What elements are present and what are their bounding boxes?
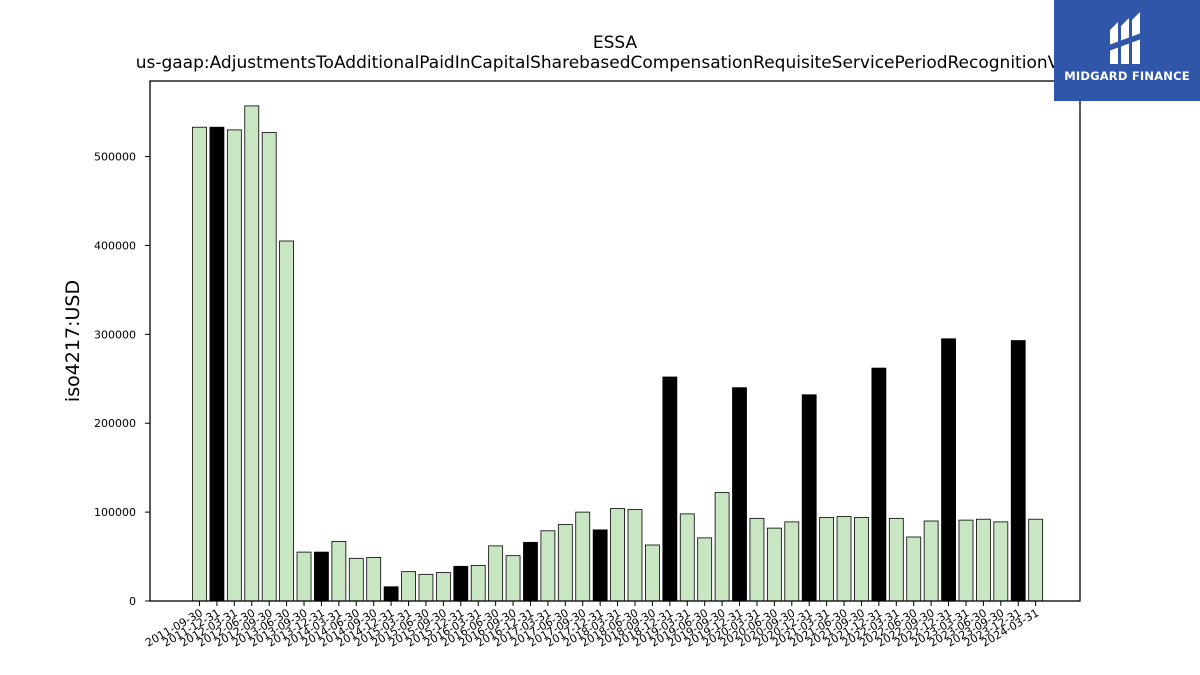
bar-2020-12-31 bbox=[801, 394, 817, 602]
bar-2014-06-30 bbox=[348, 557, 364, 602]
bar-2023-09-30 bbox=[993, 521, 1009, 602]
y-tick-label: 400000 bbox=[94, 239, 136, 252]
bar-2015-12-31 bbox=[453, 565, 469, 602]
bar-2016-12-31 bbox=[523, 541, 538, 602]
y-axis-label: iso4217:USD bbox=[62, 280, 84, 402]
bar-2017-03-31 bbox=[540, 530, 556, 602]
bars-layer bbox=[192, 105, 1044, 602]
bar-2019-09-30 bbox=[714, 492, 730, 602]
bar-2014-09-30 bbox=[366, 557, 382, 602]
bar-2017-06-30 bbox=[557, 524, 573, 602]
bar-2019-03-31 bbox=[679, 513, 695, 602]
midgard-logo-icon bbox=[1106, 12, 1144, 64]
bar-2012-06-30 bbox=[244, 105, 260, 602]
bar-2022-06-30 bbox=[906, 536, 922, 602]
bar-2021-06-30 bbox=[836, 516, 852, 602]
bar-2013-09-30 bbox=[296, 551, 312, 602]
bar-2021-03-31 bbox=[819, 517, 835, 602]
bar-2016-06-30 bbox=[488, 545, 504, 602]
y-tick-label: 100000 bbox=[94, 506, 136, 519]
bar-2016-03-31 bbox=[470, 565, 486, 602]
bar-2020-09-30 bbox=[784, 521, 800, 602]
bar-2023-12-31 bbox=[1010, 340, 1026, 602]
chart-title: ESSA bbox=[593, 33, 638, 53]
bar-2011-12-31 bbox=[209, 126, 225, 602]
bar-2011-09-30 bbox=[192, 126, 207, 602]
bar-2018-09-30 bbox=[645, 544, 660, 602]
bar-2018-06-30 bbox=[627, 509, 643, 602]
chart-subtitle: us-gaap:AdjustmentsToAdditionalPaidInCap… bbox=[136, 53, 1095, 73]
brand-name: MIDGARD FINANCE bbox=[1064, 69, 1190, 83]
bar-2021-09-30 bbox=[854, 517, 869, 602]
bar-2013-12-31 bbox=[314, 551, 329, 602]
bar-2018-12-31 bbox=[662, 376, 678, 602]
y-tick-label: 0 bbox=[129, 595, 136, 608]
bar-2023-06-30 bbox=[976, 518, 991, 602]
bar-2013-06-30 bbox=[279, 240, 295, 602]
bar-2016-09-30 bbox=[505, 555, 521, 602]
bar-2017-12-31 bbox=[592, 529, 608, 602]
brand-logo: MIDGARD FINANCE bbox=[1054, 0, 1200, 101]
bar-2020-03-31 bbox=[749, 517, 765, 602]
bar-2015-03-31 bbox=[401, 571, 416, 602]
bar-2020-06-30 bbox=[766, 527, 782, 602]
bar-2021-12-31 bbox=[871, 367, 887, 602]
bar-2012-09-30 bbox=[261, 132, 277, 602]
bar-2022-12-31 bbox=[941, 338, 956, 602]
bar-2015-09-30 bbox=[435, 572, 451, 602]
x-axis: 2011-09-302011-12-312012-03-312012-06-30… bbox=[143, 601, 1041, 650]
bar-2014-03-31 bbox=[331, 541, 347, 602]
plot-frame bbox=[149, 80, 1081, 602]
bar-2024-03-31 bbox=[1028, 518, 1044, 602]
bar-2018-03-31 bbox=[610, 508, 625, 602]
bar-2015-06-30 bbox=[418, 573, 434, 602]
bar-2014-12-31 bbox=[383, 586, 399, 602]
bar-2023-03-31 bbox=[958, 519, 974, 602]
y-tick-label: 500000 bbox=[94, 151, 136, 164]
bar-2017-09-30 bbox=[575, 511, 591, 602]
bar-2022-09-30 bbox=[923, 520, 939, 602]
y-axis: 0 100000 200000 300000 400000 500000 bbox=[94, 151, 150, 608]
bar-2019-12-31 bbox=[732, 387, 747, 602]
bar-2022-03-31 bbox=[888, 517, 904, 602]
y-tick-label: 200000 bbox=[94, 417, 136, 430]
bar-2019-06-30 bbox=[697, 537, 713, 602]
bar-2012-03-31 bbox=[226, 129, 242, 602]
y-tick-label: 300000 bbox=[94, 328, 136, 341]
